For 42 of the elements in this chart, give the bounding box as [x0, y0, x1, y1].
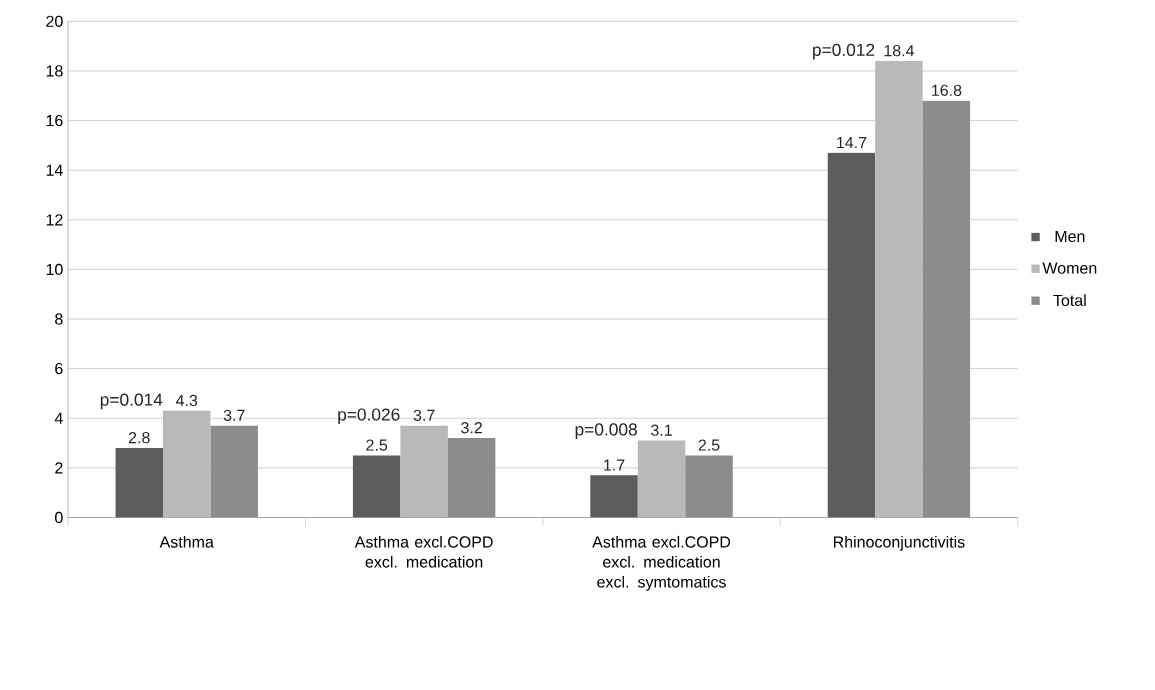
data-label: 16.8: [932, 84, 962, 97]
bar: [162, 411, 211, 518]
x-tick-label: Rhinoconjunctivitis: [833, 536, 965, 552]
annotation: p=0.026: [338, 408, 400, 425]
data-label: 3.7: [413, 409, 435, 422]
y-tick-label: 12: [46, 214, 63, 226]
y-tick-label: 2: [55, 462, 63, 474]
y-tick-label: 14: [46, 164, 63, 176]
y-tick-label: 8: [55, 313, 63, 325]
x-tick-label: Asthma excl.COPD excl. medication excl. symtomatics: [592, 536, 731, 592]
annotation: p=0.014: [100, 393, 163, 410]
y-tick-label: 0: [55, 512, 63, 524]
data-label: 3.2: [461, 422, 482, 434]
x-tick-label: Asthma: [159, 536, 214, 548]
legend-label: Women: [1042, 262, 1097, 274]
legend-label: Total: [1053, 294, 1086, 307]
bar: [827, 153, 876, 518]
data-label: 3.1: [651, 424, 672, 437]
data-label: 14.7: [837, 137, 867, 149]
data-label: 2.5: [698, 439, 720, 451]
y-tick-label: 16: [46, 115, 63, 127]
y-tick-label: 20: [46, 15, 63, 28]
data-label: 1.7: [604, 459, 625, 471]
bar: [637, 440, 686, 518]
y-tick-label: 6: [55, 363, 63, 375]
data-label: 18.4: [884, 45, 915, 57]
y-tick-label: 4: [54, 412, 63, 424]
bar: [875, 61, 923, 518]
legend-label: Men: [1055, 231, 1085, 243]
data-label: 2.5: [366, 439, 388, 451]
bar: [115, 448, 163, 518]
bar: [352, 455, 401, 518]
y-tick-label: 10: [46, 263, 63, 276]
annotation: p=0.008: [575, 423, 637, 440]
x-tick-label: Asthma excl.COPD excl. medication: [354, 536, 493, 568]
data-label: 3.7: [223, 409, 245, 422]
data-label: 2.8: [128, 432, 150, 444]
data-label: 4.3: [175, 395, 198, 407]
annotation: p=0.012: [813, 43, 875, 60]
bar: [590, 475, 638, 518]
y-tick-label: 18: [46, 65, 63, 77]
bar: [400, 425, 448, 518]
